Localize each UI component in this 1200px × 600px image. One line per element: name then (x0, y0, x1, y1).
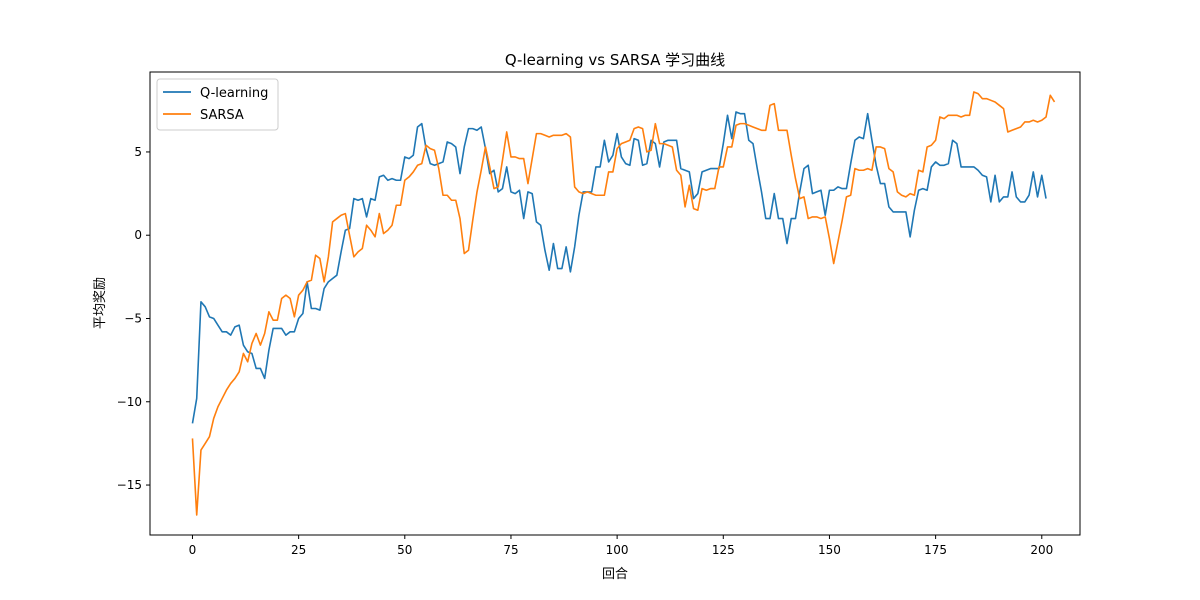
x-axis: 0 25 50 75 100 125 150 175 200 (189, 535, 1053, 557)
legend-label: SARSA (200, 108, 244, 123)
chart-title: Q-learning vs SARSA 学习曲线 (505, 51, 725, 69)
x-tick-label: 175 (924, 543, 947, 557)
x-tick-label: 125 (712, 543, 735, 557)
x-tick-label: 100 (606, 543, 629, 557)
y-axis-label: 平均奖励 (93, 277, 108, 329)
legend: Q-learning SARSA (156, 78, 279, 131)
x-tick-label: 0 (189, 543, 197, 557)
x-tick-label: 25 (291, 543, 306, 557)
x-axis-label: 回合 (602, 567, 628, 582)
x-tick-label: 150 (818, 543, 841, 557)
series-layer (191, 91, 1056, 516)
legend-label: Q-learning (200, 86, 268, 101)
x-tick-label: 200 (1030, 543, 1053, 557)
y-tick-label: −5 (124, 311, 142, 325)
plot-frame (149, 71, 1081, 536)
y-tick-label: −15 (117, 478, 142, 492)
y-tick-label: 0 (134, 228, 142, 242)
y-tick-label: −10 (117, 395, 142, 409)
y-tick-label: 5 (134, 145, 142, 159)
series-line-sarsa (191, 91, 1056, 516)
x-tick-label: 75 (503, 543, 518, 557)
y-axis: −15 −10 −5 0 5 (117, 145, 150, 492)
x-tick-label: 50 (397, 543, 412, 557)
